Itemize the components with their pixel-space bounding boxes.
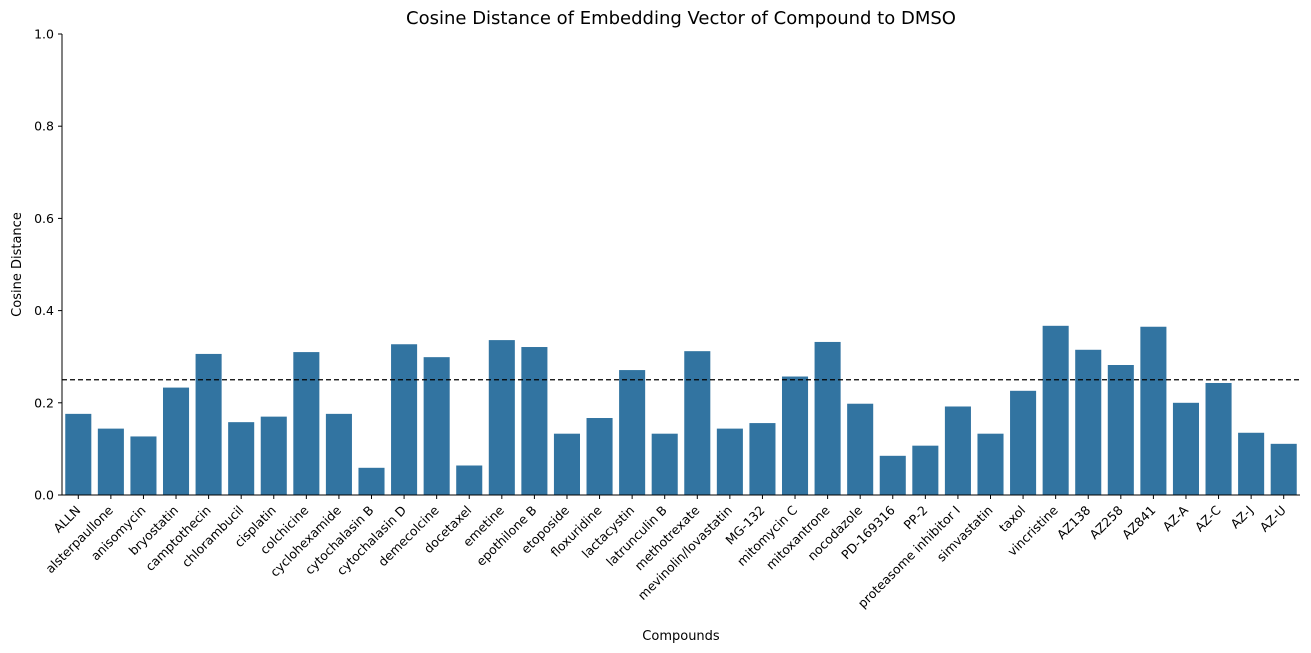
bar-31 [1075,349,1102,495]
bar-9 [358,467,385,495]
x-tick-label: AZ258 [1086,502,1126,542]
x-tick-label: AZ138 [1054,502,1094,542]
bar-6 [260,416,287,495]
bar-11 [423,357,450,495]
bar-33 [1140,326,1167,495]
bar-18 [651,433,678,495]
bar-21 [749,423,776,495]
x-axis-label: Compounds [642,629,720,644]
y-tick-label: 0.8 [34,119,54,134]
bar-30 [1042,325,1069,495]
bar-35 [1205,382,1232,495]
bar-28 [977,433,1004,495]
bar-36 [1238,432,1265,495]
bar-17 [619,370,646,495]
bar-8 [325,413,352,495]
chart-title: Cosine Distance of Embedding Vector of C… [406,8,956,29]
bar-10 [391,344,418,495]
x-tick-label: AZ-U [1257,503,1289,535]
bar-0 [65,413,92,495]
y-tick-label: 1.0 [34,27,54,42]
bar-4 [195,353,222,495]
bar-1 [97,428,124,495]
bar-26 [912,445,939,495]
bar-3 [162,387,190,495]
bar-19 [684,351,711,495]
bar-24 [847,403,874,495]
bar-34 [1172,402,1199,495]
bar-15 [553,433,580,495]
x-tick-label: AZ-A [1159,502,1191,534]
bar-14 [521,347,548,495]
bar-25 [879,455,906,495]
y-tick-label: 0.6 [34,211,54,226]
x-tick-label: AZ-C [1192,502,1224,534]
bar-37 [1270,443,1297,495]
y-tick-label: 0.0 [34,488,54,503]
bar-2 [130,436,157,495]
x-tick-label: AZ841 [1119,503,1159,543]
bar-27 [944,406,971,495]
plot-area: ALLNalsterpaulloneanisomycinbryostatinca… [34,27,1300,611]
y-tick-label: 0.2 [34,395,54,410]
y-tick-label: 0.4 [34,303,54,318]
bar-12 [456,465,483,495]
bar-20 [716,428,743,495]
bar-32 [1107,365,1134,495]
bar-13 [488,340,515,495]
bar-22 [781,376,809,495]
bar-7 [293,352,320,495]
bar-29 [1010,390,1037,495]
x-tick-label: AZ-J [1227,503,1256,532]
y-axis-label: Cosine Distance [10,212,25,317]
bar-23 [814,341,841,495]
bar-5 [228,422,255,495]
bar-16 [586,418,613,495]
